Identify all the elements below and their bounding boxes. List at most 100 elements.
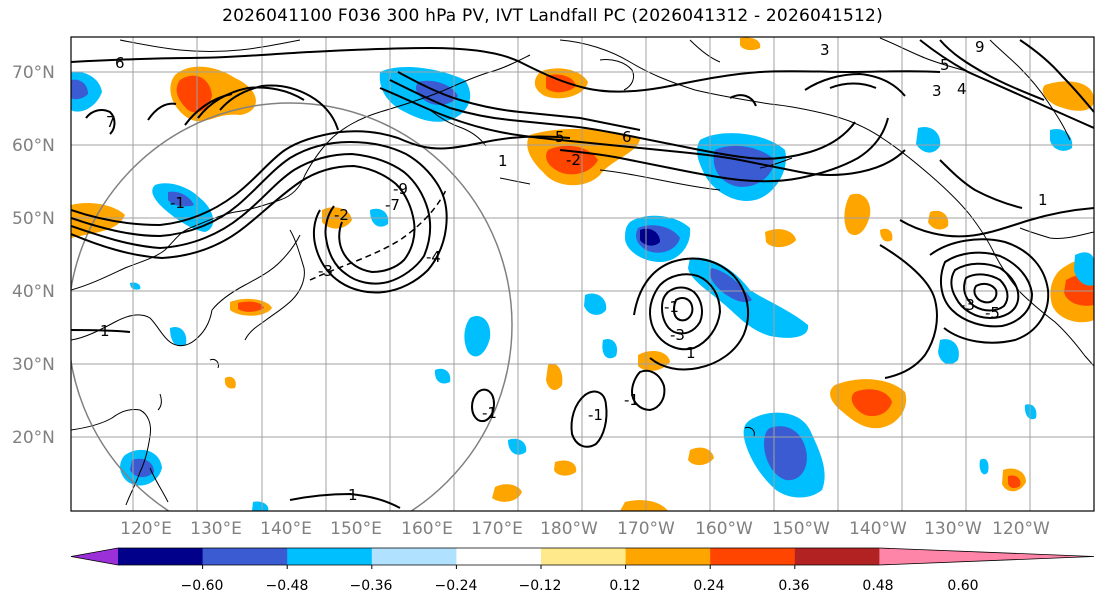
contour-label: 3 xyxy=(932,82,942,100)
lat-label: 60°N xyxy=(12,136,55,156)
shade-positive-core xyxy=(851,389,892,417)
shade-negative-core xyxy=(168,191,194,207)
colorbar-segment xyxy=(202,548,288,565)
shade-positive-blob xyxy=(620,500,668,511)
contour-label-group: 6 7 1 -2 3 5 -9 -7 -4 -3 -2 -1 1 -3 -1 1… xyxy=(100,38,1048,504)
graticule xyxy=(71,37,1094,511)
contour-label: -3 xyxy=(960,296,975,314)
lat-label: 40°N xyxy=(12,282,55,302)
lat-label: 50°N xyxy=(12,209,55,229)
shade-positive-blob xyxy=(688,447,714,466)
colorbar-segment xyxy=(794,548,880,565)
contour-label: -1 xyxy=(624,391,639,409)
shade-negative-blob xyxy=(584,293,607,315)
contour-label: 6 xyxy=(622,128,632,146)
shade-positive-core xyxy=(546,74,576,93)
latitude-labels: 70°N 60°N 50°N 40°N 30°N 20°N xyxy=(12,63,55,448)
colorbar-tick-labels: −0.60 −0.48 −0.36 −0.24 −0.12 0.12 0.24 … xyxy=(181,578,979,594)
contour-label: 3 xyxy=(820,41,830,59)
contour-label: -9 xyxy=(393,180,408,198)
contour-label: 1 xyxy=(100,322,110,340)
shade-negative-blob xyxy=(464,316,491,357)
contour-label: -2 xyxy=(566,151,581,169)
lat-label: 70°N xyxy=(12,63,55,83)
longitude-labels: 120°E 130°E 140°E 150°E 160°E 170°E 180°… xyxy=(120,519,1050,539)
colorbar-ticks xyxy=(202,565,796,569)
lon-label: 130°W xyxy=(924,519,982,539)
colorbar-tick-label: 0.60 xyxy=(947,578,978,594)
shade-negative-core xyxy=(764,426,807,481)
colorbar-extend-max xyxy=(879,548,1094,565)
colorbar-extend-min xyxy=(71,548,118,565)
colorbar-tick-label: −0.24 xyxy=(435,578,478,594)
lon-label: 170°E xyxy=(471,519,523,539)
colorbar-tick-label: 0.24 xyxy=(693,578,724,594)
shade-negative-blob xyxy=(434,368,451,384)
lon-label: 120°W xyxy=(992,519,1050,539)
shading-layer xyxy=(71,37,1094,511)
shade-negative-blob xyxy=(602,338,618,359)
colorbar-segment xyxy=(456,548,542,565)
colorbar-tick-label: 0.36 xyxy=(778,578,809,594)
shade-negative-blob xyxy=(1024,404,1037,420)
shade-negative-blob xyxy=(1074,252,1094,286)
contour-label: 9 xyxy=(975,38,985,56)
colorbar-tick-label: 0.48 xyxy=(862,578,893,594)
lon-label: 170°W xyxy=(617,519,675,539)
contour-label: 5 xyxy=(555,128,565,146)
contour-label: -7 xyxy=(385,196,400,214)
lon-label: 130°E xyxy=(190,519,242,539)
colorbar-segment xyxy=(118,548,204,565)
lon-label: 150°E xyxy=(330,519,382,539)
contour-label: -3 xyxy=(318,262,333,280)
shade-negative-blob xyxy=(916,126,941,153)
contour-label: 1 xyxy=(1038,191,1048,209)
shade-negative-blob xyxy=(252,501,269,511)
contour-label: 4 xyxy=(957,80,967,98)
contour-label: -2 xyxy=(334,206,349,224)
shade-positive-core xyxy=(176,75,212,113)
lon-label: 150°W xyxy=(772,519,830,539)
contour-label: 6 xyxy=(115,54,125,72)
colorbar-tick-label: −0.60 xyxy=(181,578,224,594)
lon-label: 140°W xyxy=(849,519,907,539)
shade-negative-blob xyxy=(170,326,187,347)
contour-label: -1 xyxy=(588,406,603,424)
shade-positive-blob xyxy=(765,229,796,248)
map-title: 2026041100 F036 300 hPa PV, IVT Landfall… xyxy=(222,6,883,26)
shade-negative-core xyxy=(710,268,752,303)
contour-label: 1 xyxy=(348,486,358,504)
map-frame xyxy=(70,36,1095,512)
contour-label: -1 xyxy=(170,194,185,212)
contour-label: 7 xyxy=(106,113,116,131)
lon-label: 140°E xyxy=(260,519,312,539)
shade-positive-blob xyxy=(492,484,522,502)
colorbar: −0.60 −0.48 −0.36 −0.24 −0.12 0.12 0.24 … xyxy=(70,547,1095,594)
range-ring xyxy=(71,102,513,511)
colorbar-tick-label: −0.36 xyxy=(350,578,393,594)
contour-label: -4 xyxy=(426,248,441,266)
shade-negative-blob xyxy=(152,183,214,232)
contour-label: -5 xyxy=(985,304,1000,322)
shade-negative-blob xyxy=(508,438,527,455)
colorbar-segment xyxy=(710,548,796,565)
lon-label: 180°W xyxy=(540,519,598,539)
shade-positive-core xyxy=(1008,475,1021,489)
lon-label: 120°E xyxy=(120,519,172,539)
lat-label: 30°N xyxy=(12,355,55,375)
contour-label: 1 xyxy=(686,344,696,362)
shade-positive-blob xyxy=(71,203,125,238)
colorbar-segment xyxy=(625,548,711,565)
shade-positive-blob xyxy=(554,460,577,476)
shade-positive-blob xyxy=(928,210,949,230)
contour-label: -1 xyxy=(482,404,497,422)
contour-label: -3 xyxy=(670,326,685,344)
colorbar-segment xyxy=(371,548,457,565)
shade-positive-blob xyxy=(844,193,871,236)
colorbar-tick-label: −0.12 xyxy=(519,578,562,594)
shade-negative-core xyxy=(71,79,88,100)
shade-positive-blob xyxy=(224,376,236,389)
lat-label: 20°N xyxy=(12,428,55,448)
shade-positive-blob xyxy=(546,363,563,391)
